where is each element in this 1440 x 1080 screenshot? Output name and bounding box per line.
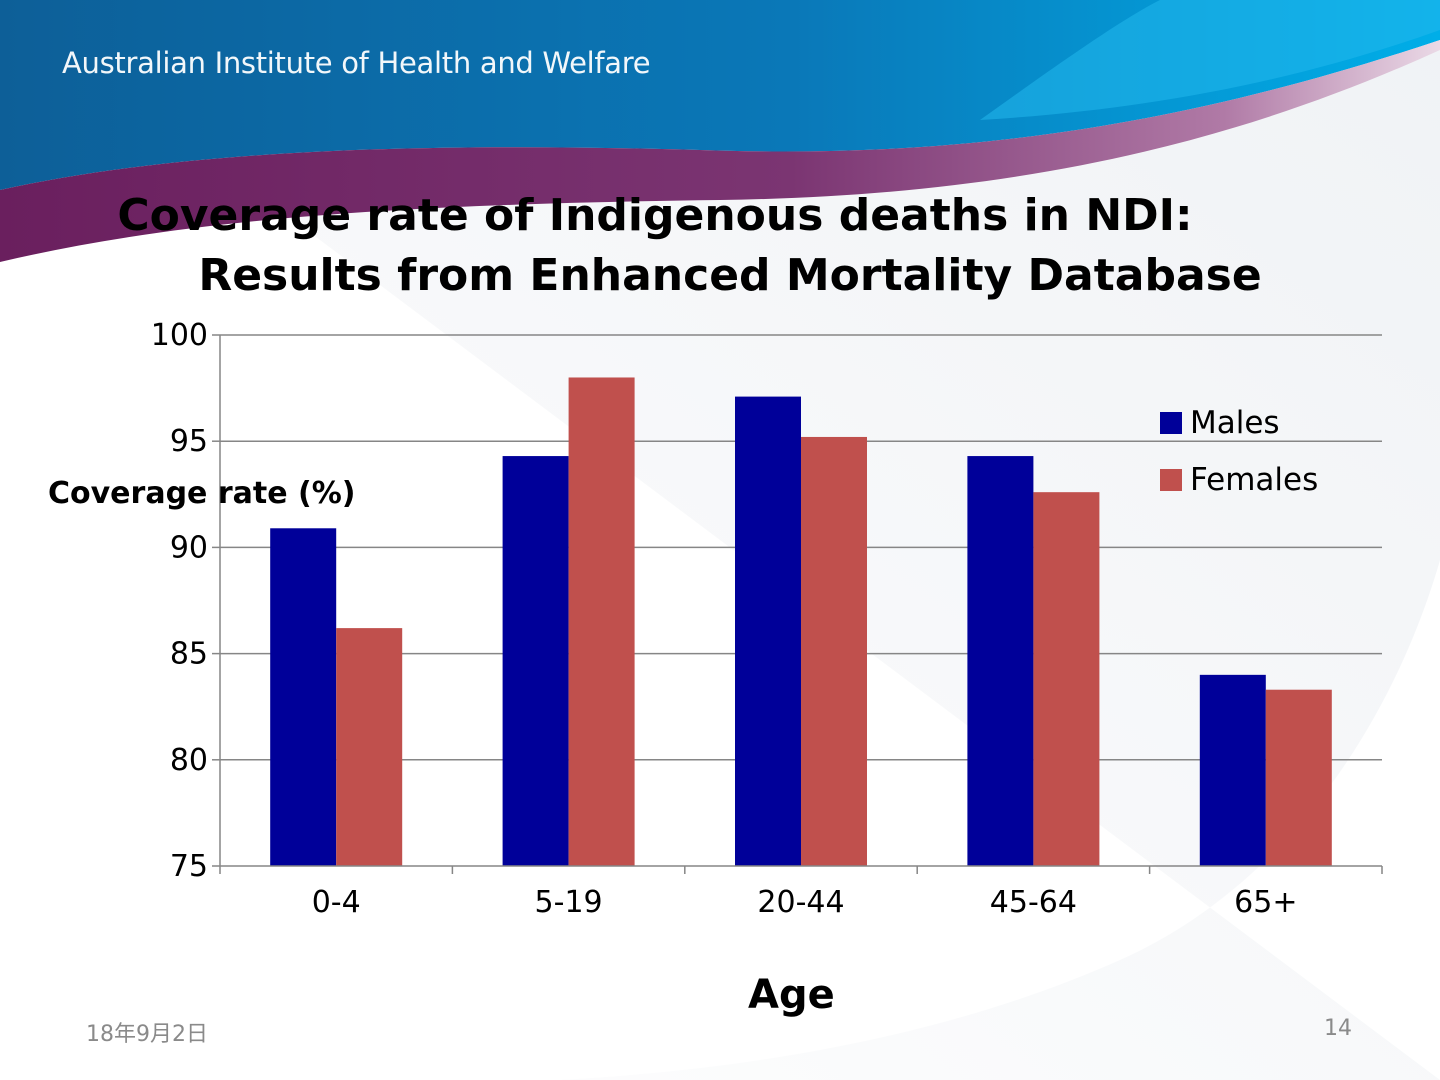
y-axis-label: Coverage rate (%) [48,476,356,511]
y-tick-label: 100 [151,318,208,353]
legend-item-males: Males [1160,394,1318,451]
y-tick-label: 80 [170,743,208,778]
slide-date: 18年9月2日 [86,1022,208,1047]
chart-legend: Males Females [1160,394,1318,508]
bar-females-45-64 [1033,492,1100,866]
bar-females-0-4 [336,628,403,866]
legend-label-females: Females [1190,461,1319,498]
slide-page-number: 14 [1324,1016,1352,1041]
legend-swatch-females [1160,468,1182,491]
legend-item-females: Females [1160,451,1318,508]
chart-bars [270,377,1332,866]
bar-males-65+ [1199,674,1266,866]
legend-swatch-males [1160,411,1182,434]
x-tick-label: 65+ [1234,885,1297,920]
organization-name: Australian Institute of Health and Welfa… [62,46,651,80]
chart-title: Coverage rate of Indigenous deaths in ND… [100,186,1360,306]
y-tick-label: 75 [170,849,208,884]
x-tick-label: 5-19 [535,885,603,920]
x-tick-label: 0-4 [312,885,361,920]
bar-females-20-44 [801,436,867,866]
x-tick-labels: 0-4 5-19 20-44 45-64 65+ [312,885,1298,920]
x-tick-label: 45-64 [990,885,1077,920]
chart-title-line1: Coverage rate of Indigenous deaths in ND… [117,190,1193,241]
bar-males-45-64 [967,456,1034,866]
y-tick-label: 85 [170,637,208,672]
y-tick-label: 90 [170,530,208,565]
chart-title-line2: Results from Enhanced Mortality Database [198,250,1262,301]
x-axis-label: Age [748,972,835,1018]
chart-axes [212,334,1383,874]
bar-females-5-19 [568,377,635,866]
bar-chart: 75 80 85 90 95 100 0-4 5-19 20-44 45-64 65+ [151,318,1383,920]
y-tick-labels: 75 80 85 90 95 100 [151,318,208,884]
bar-females-65+ [1265,689,1332,866]
bar-males-20-44 [735,396,801,866]
x-tick-label: 20-44 [757,885,844,920]
y-tick-label: 95 [170,424,208,459]
bar-males-5-19 [502,456,569,866]
legend-label-males: Males [1190,404,1280,441]
bar-males-0-4 [270,528,337,866]
